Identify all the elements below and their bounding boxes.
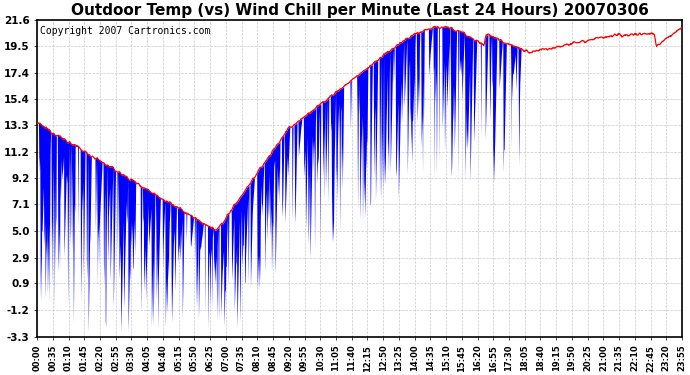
Text: Copyright 2007 Cartronics.com: Copyright 2007 Cartronics.com	[40, 26, 210, 36]
Title: Outdoor Temp (vs) Wind Chill per Minute (Last 24 Hours) 20070306: Outdoor Temp (vs) Wind Chill per Minute …	[70, 3, 649, 18]
